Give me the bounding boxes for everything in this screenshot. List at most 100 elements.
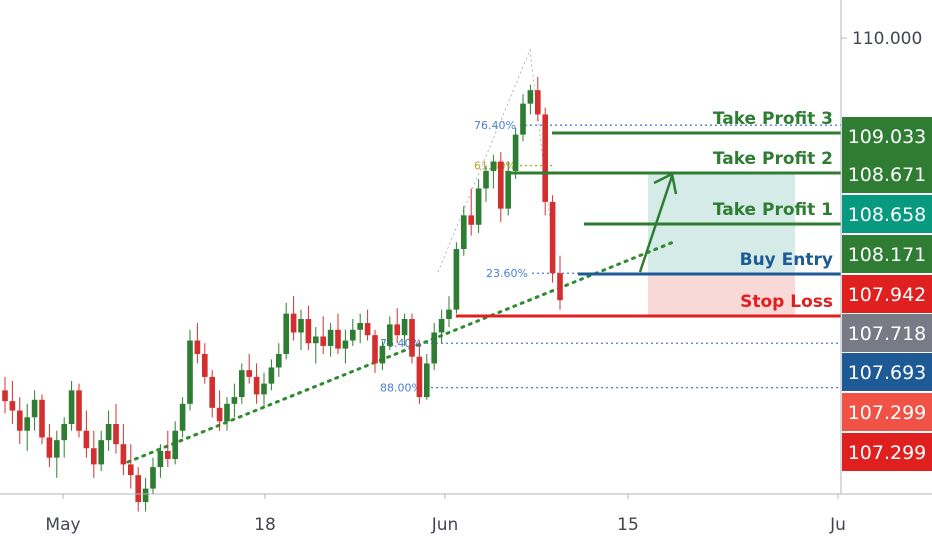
candle-body (423, 363, 430, 398)
candle-body (253, 376, 260, 395)
levels-layer: Take Profit 3 Take Profit 2 Take Profit 1 B… (456, 109, 841, 318)
candle-body (90, 448, 97, 465)
price-label: 107.299 (848, 442, 927, 464)
candle-body (46, 437, 53, 458)
price-labels-layer: 109.033 108.671 108.658 108.171 107.942 107.7… (842, 117, 932, 471)
candle-body (549, 201, 556, 274)
candle-body (460, 215, 467, 250)
candle-body (453, 249, 460, 310)
candle-body (401, 319, 408, 336)
fib-level-label: 23.60% (486, 267, 528, 280)
candle-body (61, 424, 68, 441)
candles-layer (2, 76, 563, 512)
projection-arrow (638, 175, 674, 273)
level-label-buy-entry: Buy Entry (740, 250, 833, 270)
candle-body (312, 336, 319, 344)
candle-body (76, 390, 82, 431)
candle-body (520, 103, 526, 135)
arrow-head (653, 172, 678, 195)
candle-body (305, 319, 312, 344)
candle-body (386, 324, 393, 346)
risk-zone (648, 274, 795, 315)
price-label-box (842, 235, 932, 273)
candle-body (105, 424, 112, 441)
time-tick-label: Jun (431, 515, 459, 535)
candle-body (187, 340, 193, 404)
candle-body (364, 323, 371, 336)
fib-connector (437, 48, 556, 273)
candle-body (2, 390, 8, 402)
fib-level-label: 76.40% (380, 337, 422, 350)
price-label-box (842, 275, 932, 313)
candle-body (142, 488, 149, 503)
candle-body (53, 440, 60, 458)
candle-body (357, 323, 364, 330)
candle-body (416, 356, 423, 398)
level-label-take-profit-2: Take Profit 2 (713, 149, 833, 169)
candle-body (431, 332, 438, 364)
candle-body (231, 397, 238, 404)
candle-body (179, 403, 186, 431)
price-label-box (842, 314, 932, 352)
candle-body (372, 335, 378, 364)
price-label: 107.942 (848, 284, 927, 306)
candle-body (157, 450, 164, 468)
candle-body (164, 450, 171, 460)
price-label: 107.718 (848, 323, 927, 345)
level-label-take-profit-3: Take Profit 3 (713, 109, 833, 129)
candle-body (497, 161, 504, 209)
price-label: 107.299 (848, 402, 927, 424)
candle-body (298, 319, 304, 333)
candle-body (261, 383, 267, 395)
candle-body (475, 188, 482, 225)
candle-body (283, 313, 290, 355)
time-tick-label: Ju (829, 515, 846, 535)
candle-body (512, 134, 519, 171)
candle-body (268, 367, 275, 384)
candle-body (127, 464, 134, 476)
time-tick-label: 18 (254, 515, 276, 535)
price-label-box (842, 155, 932, 193)
candle-body (238, 370, 245, 398)
candle-body (275, 354, 282, 368)
candle-body (327, 329, 334, 346)
candle-body (557, 273, 563, 301)
candle-body (113, 424, 119, 445)
candle-body (83, 430, 90, 449)
candle-body (150, 467, 156, 489)
candle-body (120, 444, 127, 465)
fib-level-label: 76.40% (474, 119, 516, 132)
candle-body (16, 410, 23, 431)
level-label-stop-loss: Stop Loss (740, 292, 833, 312)
price-label: 108.171 (848, 244, 927, 266)
price-tick-label: 110.000 (852, 29, 922, 49)
candle-body (290, 313, 297, 333)
candle-body (349, 329, 356, 341)
candle-body (246, 370, 253, 377)
price-label-box (842, 195, 932, 233)
candle-body (409, 319, 415, 357)
time-tick-label: 15 (617, 515, 639, 535)
candle-body (394, 324, 401, 336)
candle-body (320, 336, 327, 346)
level-label-take-profit-1: Take Profit 1 (713, 200, 833, 220)
candle-body (335, 329, 341, 349)
candle-body (342, 340, 349, 349)
candle-body (98, 440, 105, 465)
time-tick-label: May (45, 515, 80, 535)
candle-body (505, 170, 512, 209)
candle-body (527, 90, 534, 104)
candle-body (24, 417, 31, 431)
price-label-box (842, 117, 932, 155)
candle-body (446, 309, 452, 320)
candle-body (172, 430, 179, 460)
candle-body (216, 407, 223, 422)
candle-body (68, 390, 75, 425)
price-label: 108.658 (848, 204, 927, 226)
candle-body (379, 345, 386, 364)
candle-body (490, 161, 497, 171)
candle-body (224, 403, 230, 422)
price-label: 109.033 (848, 126, 927, 148)
price-label-box (842, 393, 932, 431)
